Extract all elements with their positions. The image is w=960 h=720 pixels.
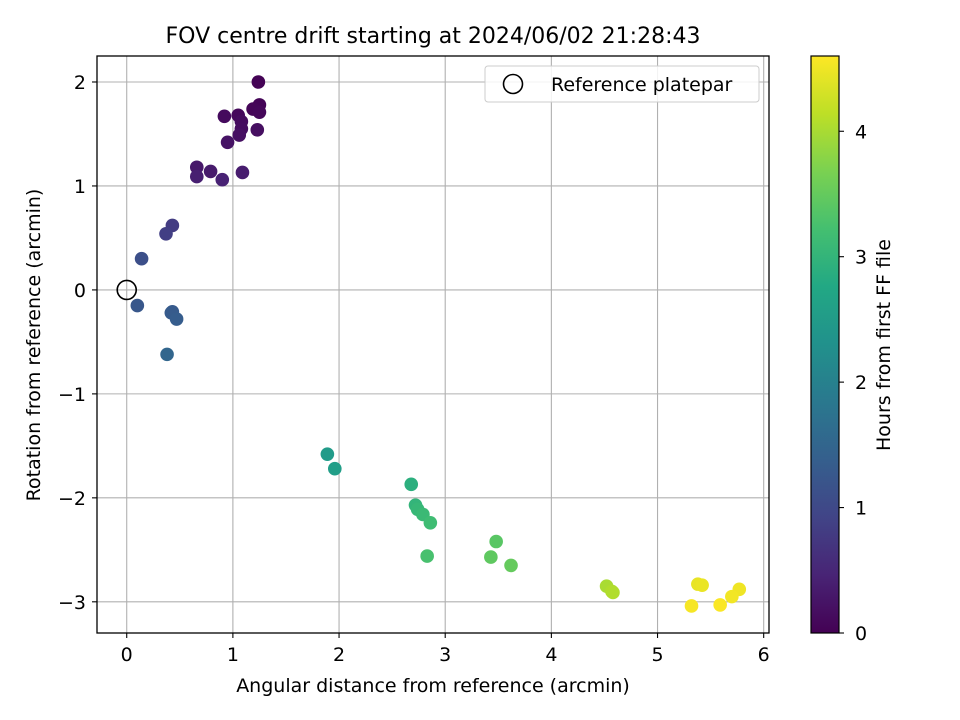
data-point <box>134 251 149 266</box>
data-point <box>215 172 230 187</box>
grid <box>97 56 769 633</box>
legend-box <box>484 65 760 103</box>
x-axis-label: Angular distance from reference (arcmin) <box>236 675 630 697</box>
y-tick-label: −3 <box>58 592 86 614</box>
data-point <box>130 298 145 313</box>
data-point <box>404 477 419 492</box>
data-point <box>250 123 265 137</box>
x-tick-label: 1 <box>227 644 239 666</box>
plot-frame <box>96 55 770 634</box>
data-point <box>420 549 434 563</box>
data-point <box>203 164 218 179</box>
data-point <box>504 558 518 573</box>
x-tick-label: 5 <box>651 644 663 666</box>
legend-label: Reference platepar <box>551 74 733 96</box>
data-point <box>251 75 266 89</box>
data-point <box>320 447 335 461</box>
colorbar-ticks: 0 1 2 3 4 <box>839 121 867 645</box>
colorbar-tick-label: 3 <box>855 247 867 269</box>
data-point <box>189 169 204 184</box>
data-point <box>489 534 503 549</box>
x-axis-ticks: 0 1 2 3 4 5 6 <box>121 633 770 666</box>
y-tick-label: 1 <box>74 176 86 198</box>
y-tick-label: 2 <box>74 72 86 94</box>
data-point <box>169 312 184 326</box>
data-point <box>220 135 235 150</box>
x-tick-label: 4 <box>545 644 557 666</box>
data-point <box>725 589 739 604</box>
data-point <box>232 128 247 142</box>
y-axis-label: Rotation from reference (arcmin) <box>23 189 45 502</box>
plot-area: 0 1 2 3 4 5 6 −3 −2 −1 0 1 2 Reference platepar <box>58 55 770 666</box>
colorbar-tick-label: 2 <box>855 372 867 394</box>
data-point <box>606 585 620 600</box>
x-tick-label: 3 <box>439 644 451 666</box>
colorbar-tick-label: 1 <box>855 498 867 520</box>
x-tick-label: 6 <box>758 644 770 666</box>
colorbar-label: Hours from first FF file <box>873 239 895 451</box>
data-point <box>160 347 174 362</box>
data-point <box>684 599 699 613</box>
data-point <box>484 550 498 564</box>
colorbar-gradient <box>810 55 840 634</box>
x-tick-label: 2 <box>333 644 345 666</box>
data-point <box>713 598 727 612</box>
colorbar: 0 1 2 3 4 Hours from first FF file <box>810 55 895 645</box>
colorbar-tick-label: 0 <box>855 623 867 645</box>
data-point <box>252 105 267 119</box>
data-point <box>695 578 709 592</box>
data-point <box>423 515 438 530</box>
legend-marker-icon <box>502 73 524 95</box>
data-point <box>235 165 250 180</box>
colorbar-tick-label: 4 <box>855 121 867 143</box>
reference-platepar-marker <box>116 279 138 301</box>
y-axis-ticks: −3 −2 −1 0 1 2 <box>58 72 97 614</box>
chart-title: FOV centre drift starting at 2024/06/02 … <box>166 24 701 49</box>
scatter-points <box>130 75 747 613</box>
y-tick-label: −1 <box>58 384 86 406</box>
data-point <box>159 226 173 241</box>
x-tick-label: 0 <box>121 644 133 666</box>
data-point <box>189 160 204 175</box>
data-point <box>217 109 232 124</box>
data-point <box>328 461 342 476</box>
y-tick-label: −2 <box>58 488 86 510</box>
legend: Reference platepar <box>484 65 760 103</box>
y-tick-label: 0 <box>74 280 86 302</box>
